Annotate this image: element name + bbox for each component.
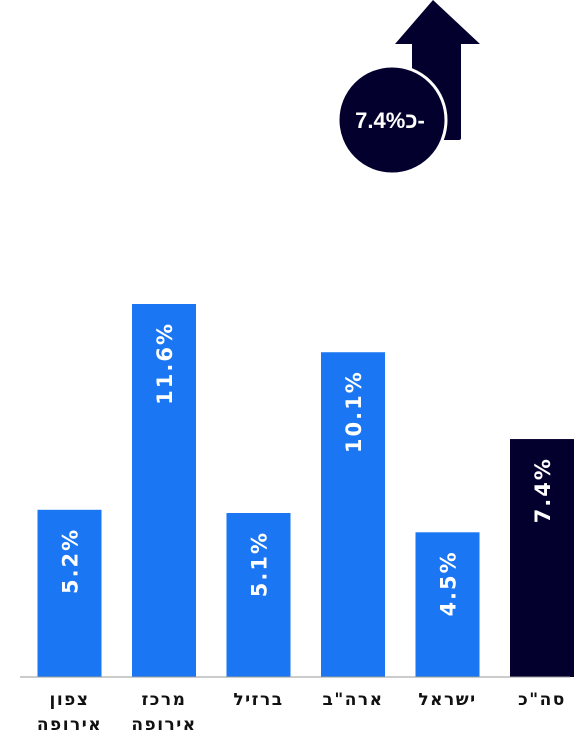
badge-value: 7.4% — [355, 108, 405, 133]
badge-prefix: כ- — [405, 108, 425, 133]
bar-0 — [510, 439, 574, 677]
bar-2 — [321, 352, 385, 677]
category-label-5-line-0: צפון — [50, 690, 90, 710]
category-label-2: ארה"ב — [322, 690, 383, 710]
badge-circle — [336, 64, 448, 176]
category-label-0: סה"כ — [518, 690, 566, 710]
category-labels: סה"כ ישראל ארה"ב ברזיל מרכז אירופה צפון אירופה — [37, 690, 566, 735]
bar-value-label-5: 5.2% — [59, 528, 83, 594]
bar-value-label-0: 7.4% — [531, 457, 555, 523]
growth-badge: 7.4%כ- — [336, 0, 480, 176]
badge-text: 7.4%כ- — [355, 108, 425, 133]
bar-3 — [226, 513, 291, 677]
bar-5 — [37, 509, 102, 677]
bar-value-label-4: 11.6% — [153, 322, 177, 405]
bar-value-label-3: 5.1% — [248, 531, 272, 597]
bar-value-label-1: 4.5% — [437, 550, 461, 616]
bar-1 — [415, 532, 480, 677]
category-label-5-line-1: אירופה — [37, 715, 102, 735]
category-label-1: ישראל — [418, 690, 476, 710]
bars-group: 7.4% 4.5% 10.1% 5.1% 11.6% 5.2% — [37, 304, 574, 677]
bar-value-label-2: 10.1% — [342, 370, 366, 453]
bar-4 — [132, 304, 196, 677]
category-label-3: ברזיל — [233, 690, 283, 710]
category-label-4-line-0: מרכז — [142, 690, 187, 710]
category-label-4-line-1: אירופה — [131, 715, 196, 735]
